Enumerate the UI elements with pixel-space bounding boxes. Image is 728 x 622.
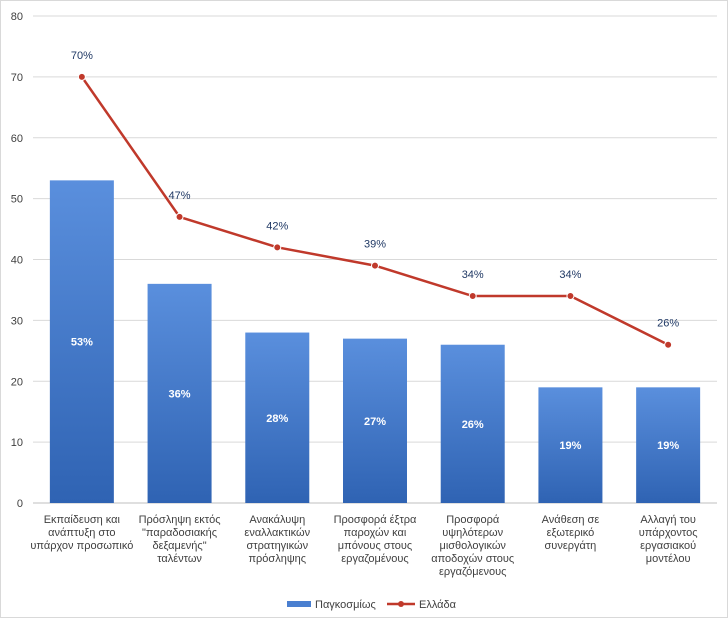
y-tick-label: 70 (11, 72, 23, 84)
bar-data-label: 27% (364, 416, 386, 428)
line-series: 70% 47% 42% 39% 34% 34% 26% (71, 50, 679, 349)
y-tick-label: 10 (11, 437, 23, 449)
y-tick-label: 60 (11, 133, 23, 145)
line-point (175, 212, 184, 221)
legend-marker-line (398, 601, 404, 607)
y-axis-ticks: 0 10 20 30 40 50 60 70 80 (11, 11, 23, 510)
line-point (77, 72, 86, 81)
y-tick-label: 50 (11, 194, 23, 206)
line-point (566, 292, 575, 301)
bar (49, 180, 114, 504)
x-category-label: Προσφορά υψηλότερων μισθολογικών αποδοχών σ… (431, 514, 514, 578)
line-data-label: 34% (559, 269, 581, 281)
line-data-label: 34% (462, 269, 484, 281)
bar-data-label: 19% (657, 440, 679, 452)
y-tick-label: 20 (11, 376, 23, 388)
x-category-label: Αλλαγή του υπάρχοντος εργασιακού μοντέλου (639, 514, 698, 565)
bar (636, 387, 701, 503)
legend: Παγκοσμίως Ελλάδα (287, 599, 457, 611)
y-tick-label: 40 (11, 255, 23, 267)
x-axis-categories: Εκπαίδευση και ανάπτυξη στο υπάρχον προσωπ… (30, 514, 697, 578)
bars-series: 53% 36% 28% 27% 26% 19% 19% (49, 180, 701, 504)
y-tick-label: 80 (11, 11, 23, 23)
y-tick-label: 30 (11, 315, 23, 327)
legend-label-bar: Παγκοσμίως (315, 599, 376, 611)
gridlines (33, 15, 717, 504)
line-data-label: 39% (364, 239, 386, 251)
x-category-label: Ανακάλυψη εναλλακτικών στρατηγικών πρόσληψη… (244, 514, 310, 565)
line-data-label: 26% (657, 318, 679, 330)
bar-data-label: 28% (266, 413, 288, 425)
line-point (371, 261, 379, 270)
bar (245, 332, 310, 503)
x-category-label: Πρόσληψη εκτός "παραδοσιακής δεξαμενής" ταλ… (139, 514, 221, 565)
line-data-label: 47% (169, 190, 191, 202)
legend-swatch-bar (287, 601, 311, 607)
bar (147, 283, 212, 503)
bar (440, 344, 505, 503)
line-point (664, 340, 673, 349)
bar (538, 387, 603, 503)
line-point (273, 243, 282, 252)
x-category-label: Εκπαίδευση και ανάπτυξη στο υπάρχον προσωπ… (30, 514, 133, 552)
x-category-label: Προσφορά έξτρα παροχών και μπόνους στους ερ… (334, 514, 417, 565)
bar-data-label: 53% (71, 337, 93, 349)
bar-data-label: 26% (462, 419, 484, 431)
bar (343, 338, 407, 503)
line-point (468, 292, 477, 301)
bar-data-label: 36% (169, 388, 191, 400)
x-category-label: Ανάθεση σε εξωτερικό συνεργάτη (542, 514, 600, 552)
y-tick-label: 0 (17, 498, 23, 510)
bar-data-label: 19% (559, 440, 581, 452)
line-data-label: 70% (71, 50, 93, 62)
legend-label-line: Ελλάδα (419, 599, 457, 611)
line-data-label: 42% (266, 220, 288, 232)
